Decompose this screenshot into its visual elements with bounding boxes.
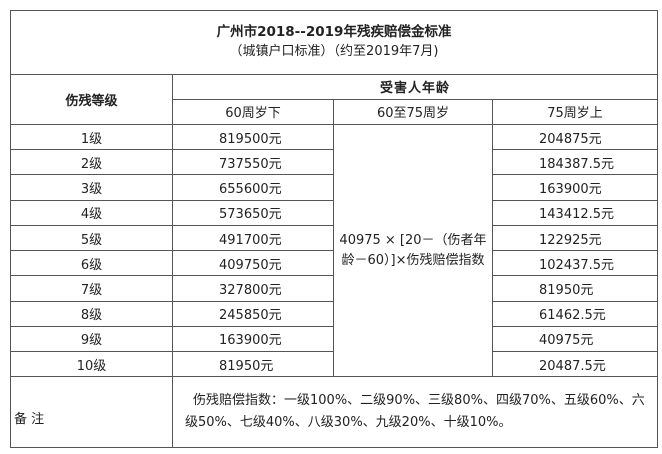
formula-cell: 40975 × [20－（伤者年龄－60）]×伤残赔偿指数 bbox=[333, 124, 493, 378]
over75-cell: 20487.5元 bbox=[491, 350, 659, 378]
note-text: 伤残赔偿指数：一级100%、二级90%、三级80%、四级70%、五级60%、六级… bbox=[171, 376, 659, 448]
over75-cell: 204875元 bbox=[491, 124, 659, 151]
table-title: 广州市2018--2019年残疾赔偿金标准 bbox=[216, 24, 452, 41]
grade-cell: 1级 bbox=[10, 124, 173, 151]
header-grade: 伤残等级 bbox=[10, 73, 173, 126]
grade-cell: 6级 bbox=[10, 250, 173, 277]
compensation-table: 广州市2018--2019年残疾赔偿金标准 （城镇户口标准）（约至2019年7月… bbox=[9, 10, 659, 448]
table-row: 3级 655600元 163900元 bbox=[10, 174, 659, 201]
header-over75: 75周岁上 bbox=[491, 98, 659, 126]
grade-cell: 3级 bbox=[10, 174, 173, 201]
grade-cell: 5级 bbox=[10, 224, 173, 252]
table-row: 9级 163900元 40975元 bbox=[10, 325, 659, 352]
grade-cell: 2级 bbox=[10, 149, 173, 176]
under60-cell: 327800元 bbox=[172, 275, 334, 302]
table-row: 5级 491700元 122925元 bbox=[10, 224, 659, 252]
under60-cell: 819500元 bbox=[172, 124, 334, 151]
over75-cell: 61462.5元 bbox=[491, 300, 659, 327]
title-row: 广州市2018--2019年残疾赔偿金标准 （城镇户口标准）（约至2019年7月… bbox=[9, 10, 659, 75]
under60-cell: 163900元 bbox=[172, 325, 334, 352]
over75-cell: 184387.5元 bbox=[491, 149, 659, 176]
table-row: 10级 81950元 20487.5元 bbox=[10, 350, 659, 378]
header-under60: 60周岁下 bbox=[172, 98, 334, 126]
table-row: 6级 409750元 102437.5元 bbox=[10, 250, 659, 277]
under60-cell: 245850元 bbox=[172, 300, 334, 327]
table-row: 1级 819500元 40975 × [20－（伤者年龄－60）]×伤残赔偿指数… bbox=[10, 124, 659, 378]
over75-cell: 102437.5元 bbox=[491, 250, 659, 277]
grade-cell: 7级 bbox=[10, 275, 173, 302]
under60-cell: 81950元 bbox=[172, 350, 334, 378]
grade-cell: 9级 bbox=[10, 325, 173, 352]
header-row-1: 伤残等级 受害人年龄 bbox=[10, 73, 659, 126]
under60-cell: 655600元 bbox=[172, 174, 334, 201]
grade-cell: 10级 bbox=[10, 350, 173, 378]
title-cell: 广州市2018--2019年残疾赔偿金标准 （城镇户口标准）（约至2019年7月… bbox=[9, 10, 659, 75]
note-row: 备 注 伤残赔偿指数：一级100%、二级90%、三级80%、四级70%、五级60… bbox=[10, 376, 659, 448]
over75-cell: 81950元 bbox=[491, 275, 659, 302]
table-row: 7级 327800元 81950元 bbox=[10, 275, 659, 302]
under60-cell: 409750元 bbox=[172, 250, 334, 277]
table-subtitle: （城镇户口标准）（约至2019年7月) bbox=[229, 44, 439, 60]
under60-cell: 737550元 bbox=[172, 149, 334, 176]
header-row-2: 60周岁下 60至75周岁 75周岁上 bbox=[11, 98, 659, 126]
under60-cell: 573650元 bbox=[172, 199, 334, 226]
table-row: 2级 737550元 184387.5元 bbox=[10, 149, 659, 176]
over75-cell: 40975元 bbox=[491, 325, 659, 352]
note-label: 备 注 bbox=[10, 376, 173, 448]
table-row: 4级 573650元 143412.5元 bbox=[10, 199, 659, 226]
header-age: 受害人年龄 bbox=[171, 73, 659, 100]
over75-cell: 143412.5元 bbox=[491, 199, 659, 226]
header-between: 60至75周岁 bbox=[333, 98, 493, 126]
grade-cell: 8级 bbox=[10, 300, 173, 327]
under60-cell: 491700元 bbox=[172, 224, 334, 252]
over75-cell: 163900元 bbox=[491, 174, 659, 201]
grade-cell: 4级 bbox=[10, 199, 173, 226]
table-row: 8级 245850元 61462.5元 bbox=[10, 300, 659, 327]
over75-cell: 122925元 bbox=[491, 224, 659, 252]
